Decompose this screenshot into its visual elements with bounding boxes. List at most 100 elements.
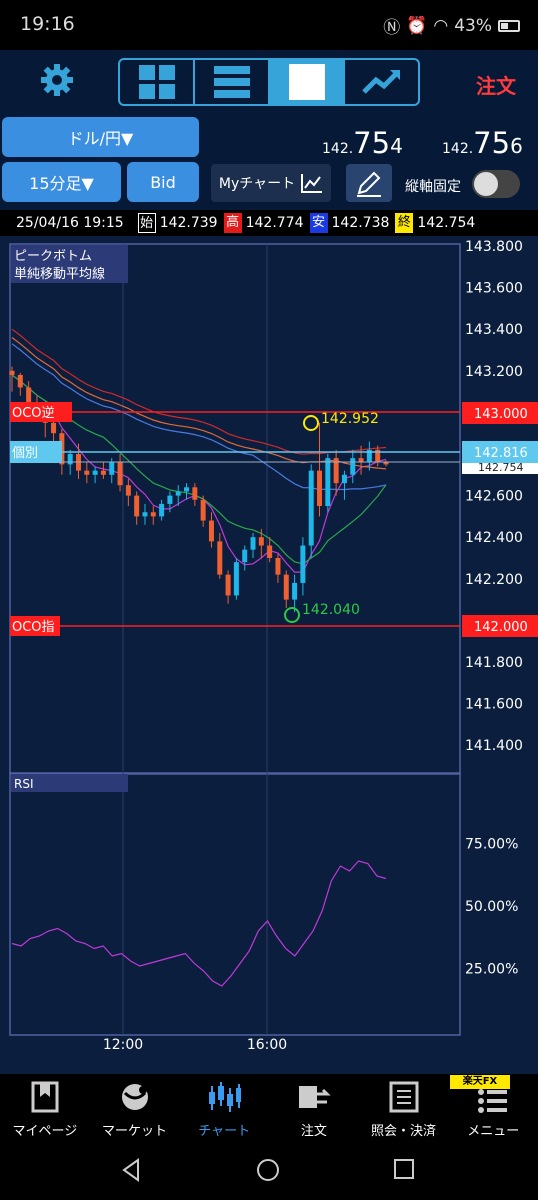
status-time: 19:16: [20, 13, 75, 35]
layout-grid-button[interactable]: [120, 60, 195, 104]
candle-body: [233, 562, 239, 596]
timeframe-select[interactable]: 15分足▼: [2, 162, 121, 202]
candle-body: [175, 491, 181, 496]
candle-body: [375, 449, 381, 463]
candle-body: [283, 574, 289, 600]
oco-upper-label: OCO逆: [12, 405, 55, 421]
nav-order[interactable]: 注文: [269, 1074, 359, 1146]
price-tick: 141.400: [465, 738, 523, 754]
exchange-icon: [297, 1080, 331, 1114]
rsi-label-box: [11, 774, 128, 792]
nav-inquiry-label: 照会・決済: [371, 1124, 437, 1139]
nav-inquiry[interactable]: 照会・決済: [359, 1074, 449, 1146]
low-tag: 安: [309, 213, 328, 233]
candle-body: [67, 454, 73, 465]
candle-body: [51, 422, 57, 434]
candle-body: [341, 474, 347, 484]
globe-icon: [118, 1080, 152, 1114]
rsi-tick: 75.00%: [465, 837, 518, 853]
bid-ask-toggle[interactable]: Bid: [127, 162, 199, 202]
pencil-icon: [357, 171, 381, 197]
chart-area[interactable]: ピークボトム 単純移動平均線 RSI 143.800 143.600 143.400…: [0, 236, 538, 1074]
peak-marker: [303, 415, 319, 431]
high-value: 142.774: [245, 215, 304, 231]
nav-order-label: 注文: [300, 1124, 327, 1139]
mychart-label: Myチャート: [218, 176, 296, 192]
candle-body: [333, 458, 339, 484]
drawing-tool-button[interactable]: [346, 164, 392, 202]
settings-gear-icon[interactable]: [40, 63, 74, 101]
candle-body: [325, 458, 331, 506]
candle-body: [17, 374, 23, 388]
individual-price-tag: [462, 441, 538, 463]
bottom-marker: [284, 607, 300, 623]
oco-lower-label: OCO指: [12, 620, 55, 635]
candle-body: [217, 541, 223, 575]
price-tick: 143.800: [465, 239, 523, 255]
candle-body: [225, 574, 231, 596]
sma-mid-line: [11, 374, 387, 565]
rakuten-fx-badge: 楽天FX: [450, 1075, 510, 1089]
grid-icon: [138, 65, 175, 99]
nfc-icon: Ⓝ: [383, 18, 401, 38]
ohlc-row: 25/04/16 19:15 始 142.739 高 142.774 安 142.73…: [0, 210, 538, 236]
nav-market-label: マーケット: [102, 1124, 168, 1139]
ask-main: 75: [473, 126, 511, 160]
low-value: 142.738: [331, 215, 390, 231]
oco-lower-price: 142.000: [474, 620, 528, 635]
status-icons: Ⓝ ⏰ ◠ 43%: [383, 13, 520, 38]
candles-icon: [207, 1080, 242, 1114]
bid-prefix: 142.: [322, 141, 354, 157]
candle-body: [100, 470, 106, 475]
rsi-series: [11, 860, 387, 987]
candle-body: [267, 545, 273, 558]
nav-menu[interactable]: メニュー: [448, 1074, 538, 1146]
sma-long-line: [11, 343, 387, 491]
candle-body: [300, 545, 306, 583]
ask-prefix: 142.: [442, 141, 474, 157]
candle-body: [134, 495, 140, 517]
axis-fix-toggle[interactable]: [472, 170, 520, 198]
candle-body: [125, 485, 131, 496]
oco-upper-tag[interactable]: [10, 402, 72, 422]
candle-body: [275, 558, 281, 575]
candlestick-chart[interactable]: ピークボトム 単純移動平均線 RSI 143.800 143.600 143.400…: [0, 236, 538, 1074]
recents-icon[interactable]: [394, 1159, 414, 1179]
system-navigation: [0, 1146, 538, 1200]
rows-icon: [213, 66, 250, 98]
moving-averages: [11, 328, 387, 573]
ask-last: 6: [510, 134, 523, 158]
price-tick: 141.600: [465, 697, 523, 713]
candle-body: [258, 537, 264, 546]
nav-market[interactable]: マーケット: [90, 1074, 180, 1146]
open-tag: 始: [137, 213, 156, 233]
back-icon[interactable]: [122, 1158, 139, 1182]
currency-pair-select[interactable]: ドル/円▼: [2, 117, 199, 157]
home-icon[interactable]: [257, 1159, 279, 1181]
price-tick: 141.800: [465, 655, 523, 671]
battery-icon: [498, 19, 520, 32]
sma-max-line: [11, 328, 387, 455]
bottom-navigation: マイページ マーケット チャート 注文 照会・決済 メニュー: [0, 1074, 538, 1146]
nav-chart[interactable]: チャート: [179, 1074, 269, 1146]
oco-lower-tag[interactable]: [10, 616, 60, 636]
trend-chart-button[interactable]: [345, 60, 418, 104]
nav-mypage[interactable]: マイページ: [0, 1074, 90, 1146]
candle-body: [358, 458, 364, 463]
main-panel-frame: [9, 243, 461, 775]
candle-body: [142, 512, 148, 517]
price-tick: 143.200: [465, 364, 523, 380]
indicator-peak-bottom: ピークボトム: [14, 249, 92, 264]
quote-panel: ドル/円▼ 142.754 142.756 15分足▼ Bid Myチャート 縦…: [0, 112, 538, 210]
time-tick-1600: 16:00: [247, 1037, 287, 1053]
individual-tag[interactable]: [10, 441, 62, 463]
order-button[interactable]: 注文: [476, 74, 516, 98]
candle-body: [242, 549, 248, 563]
rsi-label: RSI: [14, 777, 34, 791]
candle-body: [350, 458, 356, 475]
layout-single-button[interactable]: [270, 60, 345, 104]
layout-rows-button[interactable]: [195, 60, 270, 104]
individual-label: 個別: [12, 446, 38, 461]
mychart-button[interactable]: Myチャート: [211, 164, 331, 202]
candle-body: [292, 582, 298, 600]
